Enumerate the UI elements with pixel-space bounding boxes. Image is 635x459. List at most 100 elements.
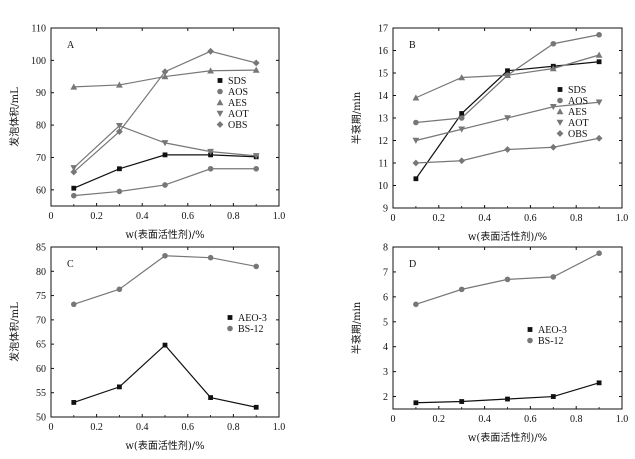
y-tick-label: 65 bbox=[36, 340, 46, 351]
legend-label: AES bbox=[228, 98, 247, 109]
data-point bbox=[117, 166, 122, 172]
series-AES bbox=[70, 66, 260, 90]
data-point bbox=[70, 83, 78, 90]
y-tick-label: 17 bbox=[378, 24, 388, 35]
x-tick-label: 0.6 bbox=[182, 422, 195, 433]
y-tick-label: 16 bbox=[378, 46, 388, 57]
panel-letter: C bbox=[67, 259, 74, 270]
data-point bbox=[549, 143, 557, 151]
data-point bbox=[207, 47, 214, 55]
y-tick-label: 7 bbox=[383, 267, 388, 278]
legend-label: SDS bbox=[568, 85, 586, 96]
legend-marker bbox=[556, 119, 564, 126]
y-tick-label: 3 bbox=[383, 367, 388, 378]
panel-letter: D bbox=[409, 259, 416, 270]
x-tick-label: 0.8 bbox=[227, 211, 240, 222]
data-point bbox=[596, 380, 602, 386]
series-OBS bbox=[412, 134, 603, 167]
panel-letter: B bbox=[409, 40, 416, 51]
x-tick-label: 0.8 bbox=[570, 213, 583, 224]
data-point bbox=[458, 115, 465, 121]
data-point bbox=[595, 51, 603, 58]
y-tick-label: 6 bbox=[383, 292, 388, 303]
data-point bbox=[458, 157, 466, 165]
series-OBS bbox=[70, 47, 260, 176]
legend-label: AOT bbox=[568, 118, 589, 129]
data-point bbox=[162, 252, 168, 259]
x-tick-label: 0.6 bbox=[524, 213, 537, 224]
legend-marker bbox=[216, 99, 224, 106]
legend-marker bbox=[217, 88, 223, 95]
legend-label: AOS bbox=[228, 87, 248, 98]
y-tick-label: 90 bbox=[36, 88, 46, 99]
y-tick-label: 55 bbox=[36, 388, 46, 399]
x-axis-label: w(表面活性剂)/% bbox=[125, 439, 204, 452]
legend-label: SDS bbox=[228, 76, 246, 87]
x-tick-label: 0 bbox=[391, 213, 396, 224]
panel-C: 0 0.2 0.4 0.6 0.8 1.0 50 55 60 65 70 75 80 85 Cw(表面活性剂… bbox=[8, 243, 285, 453]
legend-marker bbox=[527, 327, 533, 332]
legend: AEO-3BS-12 bbox=[527, 325, 567, 347]
data-point bbox=[595, 99, 603, 106]
x-axis-label: w(表面活性剂)/% bbox=[468, 431, 547, 444]
series-line bbox=[73, 255, 257, 305]
series-AEO-3 bbox=[413, 380, 602, 406]
series-AEO-3 bbox=[71, 342, 259, 410]
data-point bbox=[504, 115, 511, 122]
x-axis-label: w(表面活性剂)/% bbox=[125, 228, 204, 241]
legend-marker bbox=[556, 108, 564, 115]
legend-label: OBS bbox=[228, 120, 247, 131]
data-point bbox=[459, 111, 465, 116]
data-point bbox=[116, 81, 123, 88]
data-point bbox=[161, 73, 169, 80]
y-tick-label: 4 bbox=[383, 342, 388, 353]
x-tick-label: 0.8 bbox=[227, 422, 240, 433]
panel-D: 0 0.2 0.4 0.6 0.8 1.0 2 3 4 5 6 7 8 Dw(表面活性剂)/% 半衰期/mi… bbox=[350, 243, 628, 445]
legend-label: OBS bbox=[568, 129, 587, 140]
y-tick-label: 8 bbox=[383, 243, 388, 254]
data-point bbox=[458, 126, 466, 133]
data-point bbox=[252, 59, 260, 67]
legend-label: BS-12 bbox=[238, 324, 264, 335]
y-tick-label: 60 bbox=[36, 185, 46, 196]
legend-marker bbox=[217, 78, 223, 83]
legend-marker bbox=[557, 87, 563, 92]
legend-label: AEO-3 bbox=[238, 313, 267, 324]
data-point bbox=[117, 384, 122, 390]
data-point bbox=[413, 400, 419, 406]
data-point bbox=[550, 394, 556, 399]
data-point bbox=[505, 396, 510, 402]
y-tick-label: 100 bbox=[31, 56, 46, 67]
data-point bbox=[549, 65, 557, 72]
data-point bbox=[549, 104, 557, 111]
y-axis-label: 半衰期/min bbox=[350, 91, 363, 144]
x-axis-label: w(表面活性剂)/% bbox=[468, 230, 547, 243]
data-point bbox=[71, 185, 77, 191]
data-point bbox=[413, 119, 419, 126]
legend-marker bbox=[527, 337, 533, 344]
data-point bbox=[412, 137, 420, 144]
data-point bbox=[412, 159, 420, 167]
data-point bbox=[596, 250, 602, 257]
data-point bbox=[70, 165, 78, 172]
x-tick-label: 0.6 bbox=[524, 414, 537, 425]
legend-marker bbox=[556, 130, 564, 137]
data-point bbox=[207, 254, 214, 261]
x-tick-label: 0.4 bbox=[478, 414, 491, 425]
data-point bbox=[596, 59, 602, 65]
legend-label: AOT bbox=[228, 109, 249, 120]
data-point bbox=[504, 71, 511, 78]
y-axis-label: 半衰期/min bbox=[350, 301, 363, 354]
y-tick-label: 70 bbox=[36, 153, 46, 164]
data-point bbox=[116, 188, 123, 195]
y-tick-label: 50 bbox=[36, 413, 46, 424]
data-point bbox=[550, 274, 557, 280]
x-tick-label: 0.4 bbox=[136, 211, 149, 222]
y-tick-label: 70 bbox=[36, 315, 46, 326]
legend-label: AES bbox=[568, 107, 587, 118]
y-tick-label: 80 bbox=[36, 121, 46, 132]
data-point bbox=[207, 148, 214, 156]
legend-label: AEO-3 bbox=[538, 325, 567, 336]
